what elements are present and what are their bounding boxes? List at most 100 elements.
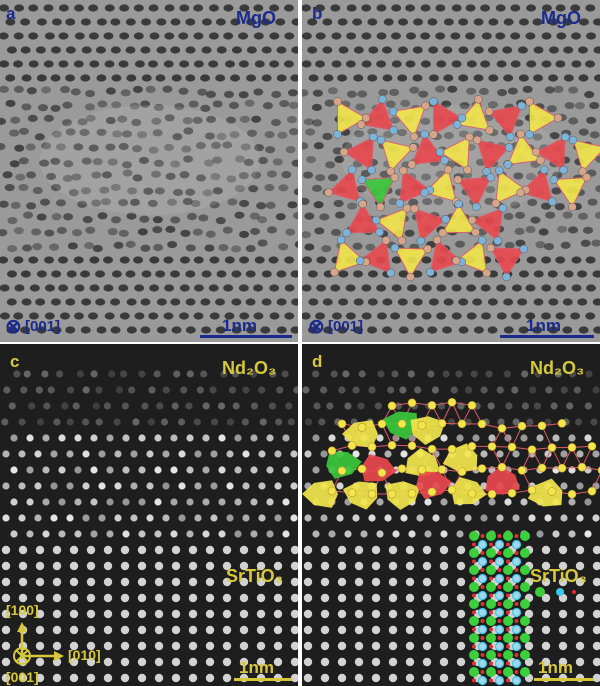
atom-column — [50, 482, 58, 490]
atom-column — [275, 18, 286, 26]
polyhedron — [342, 420, 378, 448]
atom — [471, 227, 480, 237]
atom-column — [65, 74, 76, 82]
atom — [376, 202, 385, 212]
atom — [429, 97, 438, 106]
atom-o — [480, 602, 485, 606]
atom-column — [226, 450, 234, 458]
atom-column — [274, 450, 282, 458]
atom-column — [465, 4, 476, 12]
out-of-plane-cross — [15, 649, 29, 663]
atom-column — [69, 545, 79, 555]
atom-column — [517, 46, 528, 54]
atom-column — [312, 530, 320, 538]
atom-column — [137, 228, 148, 236]
atom — [447, 485, 457, 495]
atom-column — [258, 450, 266, 458]
atom-column — [472, 434, 480, 442]
atom-column — [553, 85, 564, 93]
atom-column — [388, 545, 398, 555]
polyhedron — [535, 136, 566, 171]
atom-column — [0, 32, 9, 40]
atom-column — [250, 434, 258, 442]
atom-column — [153, 370, 161, 378]
atom-column — [74, 4, 85, 12]
atom-column — [585, 370, 593, 378]
atom-column — [504, 241, 515, 250]
atom-column — [103, 641, 113, 651]
atom — [327, 446, 337, 456]
atom — [420, 188, 429, 197]
atom-column — [421, 312, 432, 320]
atom-column — [456, 625, 466, 635]
atom-column — [427, 326, 438, 334]
atom-column — [466, 60, 477, 68]
atom-column — [92, 244, 103, 253]
atom-ti — [511, 641, 522, 652]
polyhedron — [519, 168, 553, 203]
atom-o — [514, 653, 519, 657]
atom-column — [205, 657, 215, 667]
atom-column — [239, 577, 249, 587]
atom-o — [472, 559, 476, 564]
atom-column — [59, 85, 70, 94]
atom — [386, 167, 395, 176]
atom-column — [592, 577, 600, 587]
atom-column — [472, 130, 483, 138]
atom-o — [480, 636, 485, 640]
atom-column — [120, 657, 130, 667]
atom-column — [278, 243, 289, 251]
atom-column — [171, 561, 181, 571]
atom-column — [178, 482, 186, 490]
atom-column — [275, 418, 283, 426]
atom-column — [382, 74, 393, 82]
atom — [367, 442, 377, 452]
atom-column — [458, 326, 469, 334]
atom-column — [69, 641, 79, 651]
atom-column — [322, 46, 333, 54]
atom-column — [405, 593, 415, 603]
atom-ti — [494, 539, 505, 550]
atom-column — [190, 199, 201, 208]
atom-column — [155, 270, 166, 278]
atom-column — [171, 641, 181, 651]
atom-column — [119, 4, 130, 12]
atom-o — [489, 678, 493, 683]
atom-column — [231, 270, 242, 278]
atom-column — [558, 593, 568, 603]
atom-column — [185, 244, 196, 252]
atom-column — [384, 450, 392, 458]
atom-column — [141, 74, 152, 82]
atom-column — [284, 284, 295, 292]
atom-column — [328, 530, 336, 538]
atom-column — [52, 673, 62, 683]
atom-sr — [503, 565, 513, 575]
atom-column — [137, 625, 147, 635]
atom — [527, 445, 537, 454]
atom-column — [61, 402, 69, 410]
atom-column — [480, 4, 491, 12]
atom-column — [589, 101, 600, 110]
atom — [457, 113, 467, 123]
atom-column — [413, 326, 424, 334]
atom-o — [472, 644, 476, 649]
atom — [557, 463, 567, 473]
atom-column — [218, 498, 226, 506]
atom-column — [41, 370, 49, 378]
atom — [377, 419, 387, 429]
atom-column — [488, 434, 496, 442]
atom-column — [154, 530, 162, 538]
atom-column — [302, 142, 309, 150]
atom-column — [18, 561, 28, 571]
atom-column — [22, 244, 33, 252]
polyhedron — [457, 176, 492, 208]
atom-column — [530, 216, 541, 224]
atom-ti — [477, 641, 488, 652]
atom — [517, 421, 527, 431]
atom-column — [35, 577, 45, 587]
atom-column — [578, 18, 589, 26]
atom-column — [420, 173, 431, 181]
atom-column — [352, 450, 360, 458]
atom-column — [382, 298, 393, 306]
atom-column — [345, 284, 356, 292]
